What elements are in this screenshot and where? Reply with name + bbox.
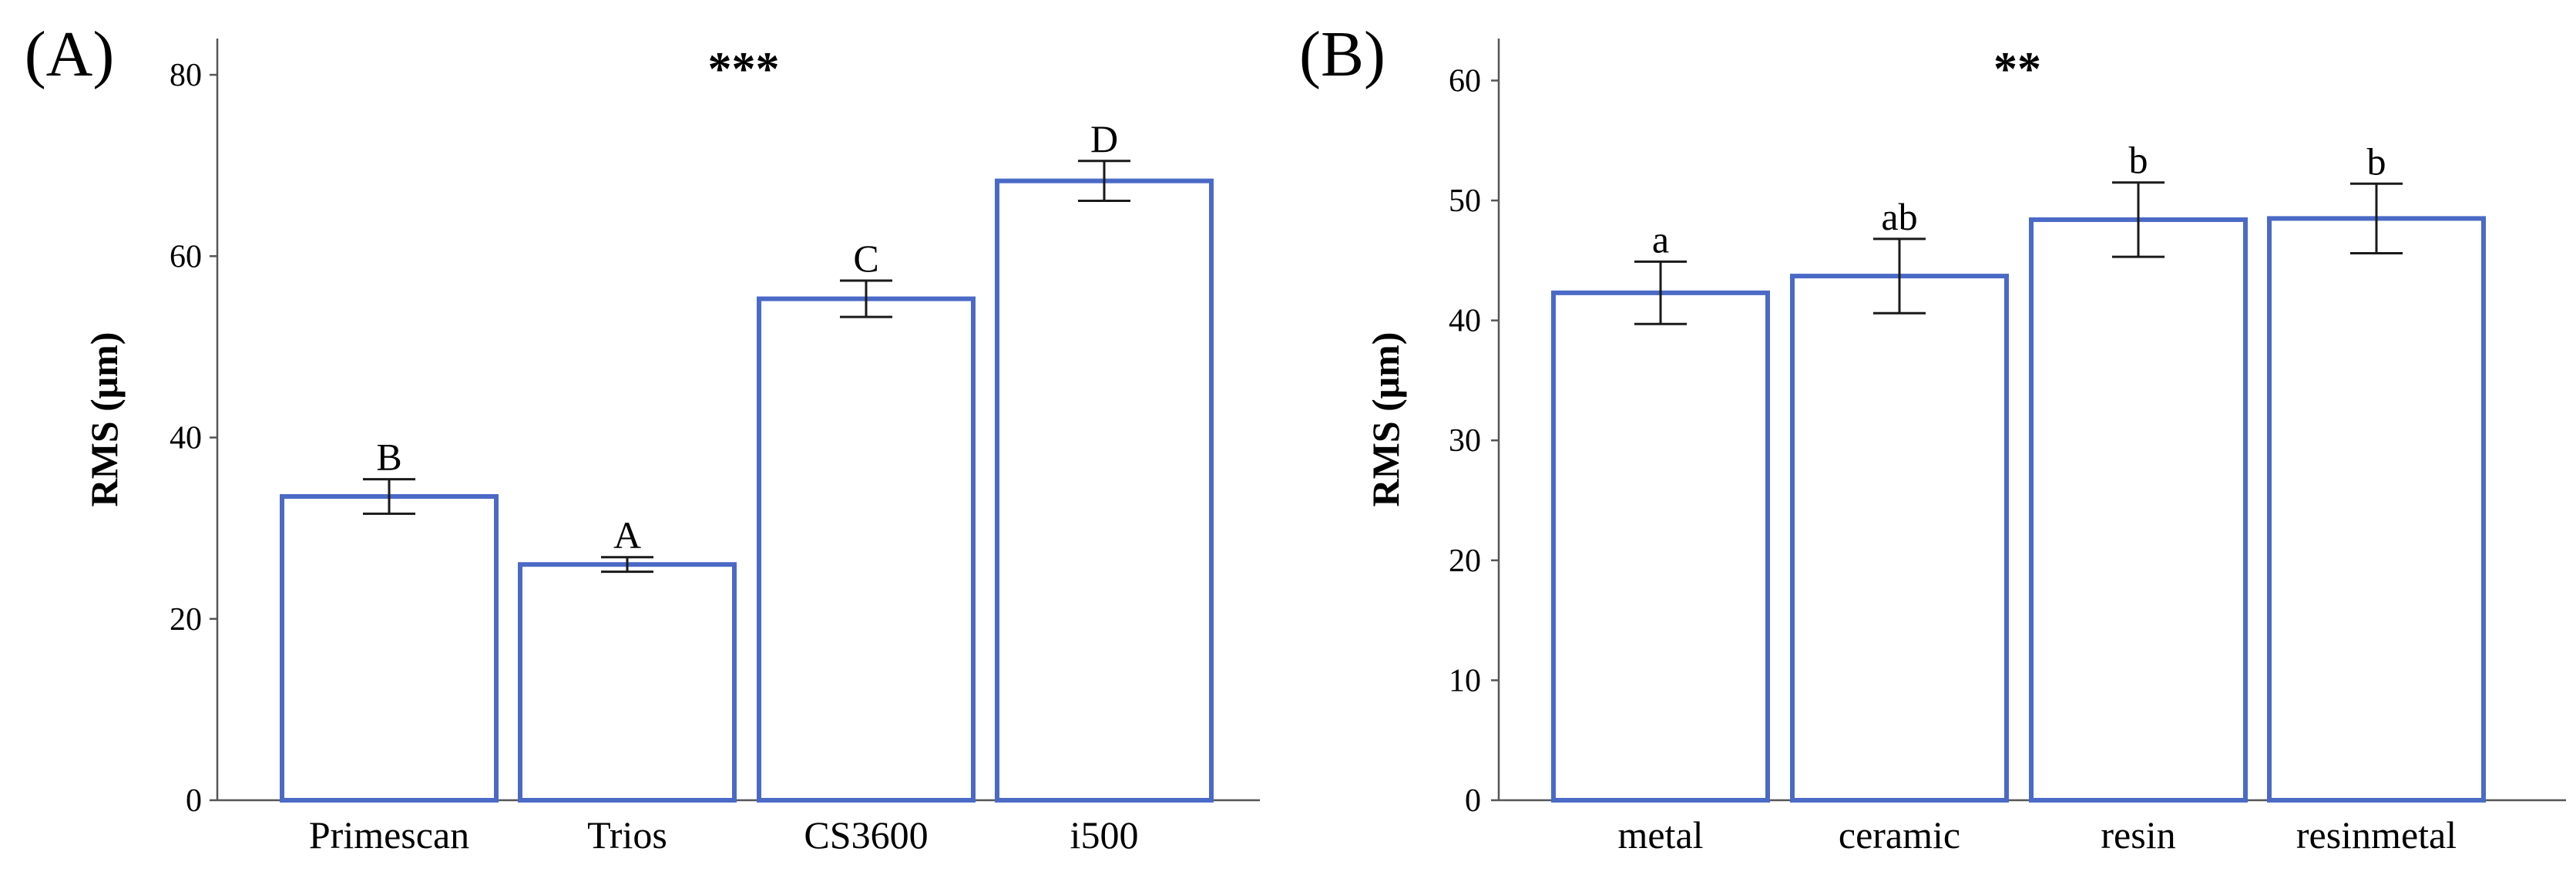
y-tick-label: 10 [1449, 663, 1481, 698]
x-tick-label: Trios [587, 813, 667, 856]
group-letter: C [853, 237, 878, 280]
y-tick-label: 60 [1449, 63, 1481, 99]
significance-marker: *** [708, 43, 780, 96]
panel-b: (B) ** RMS (μm) 0 10 20 30 40 50 60 a metal ab cerami… [1299, 19, 2566, 856]
group-letter: ab [1881, 195, 1917, 238]
bar-resin [2029, 217, 2248, 803]
x-tick-label: resinmetal [2296, 813, 2457, 856]
bar-ceramic [1790, 274, 2009, 803]
x-tick-label: i500 [1070, 813, 1139, 856]
y-tick-label: 40 [170, 421, 202, 456]
y-tick-label: 20 [170, 602, 202, 638]
group-letter: a [1652, 217, 1669, 261]
bar-cs3600 [757, 296, 976, 803]
group-letter: b [2367, 140, 2386, 183]
x-tick-label: Primescan [309, 813, 469, 856]
y-axis-title: RMS (μm) [82, 332, 126, 507]
panel-a: (A) *** RMS (μm) 0 20 40 60 80 B Primescan A Trios C… [25, 19, 1260, 856]
bar-metal [1551, 290, 1770, 803]
y-axis-title: RMS (μm) [1364, 332, 1407, 507]
significance-marker: ** [1993, 43, 2041, 96]
y-tick-label: 40 [1449, 304, 1481, 339]
x-tick-label: CS3600 [804, 813, 928, 856]
group-letter: b [2129, 139, 2148, 182]
group-letter: D [1090, 117, 1118, 160]
bar-i500 [995, 178, 1214, 803]
y-tick-label: 0 [186, 783, 202, 819]
y-tick-label: 50 [1449, 183, 1481, 219]
x-tick-label: resin [2101, 813, 2175, 856]
group-letter: B [376, 436, 401, 479]
bar-primescan [280, 493, 499, 803]
y-tick-label: 60 [170, 239, 202, 274]
x-tick-label: ceramic [1839, 813, 1960, 856]
y-tick-label: 30 [1449, 423, 1481, 459]
y-tick-label: 80 [170, 58, 202, 93]
x-tick-label: metal [1617, 813, 1703, 856]
bar-resinmetal [2267, 216, 2486, 803]
group-letter: A [613, 513, 641, 557]
panel-label: (B) [1299, 19, 1385, 90]
panel-label: (A) [25, 19, 115, 90]
y-tick-label: 0 [1465, 783, 1481, 819]
y-tick-label: 20 [1449, 544, 1481, 579]
bar-trios [518, 562, 737, 803]
